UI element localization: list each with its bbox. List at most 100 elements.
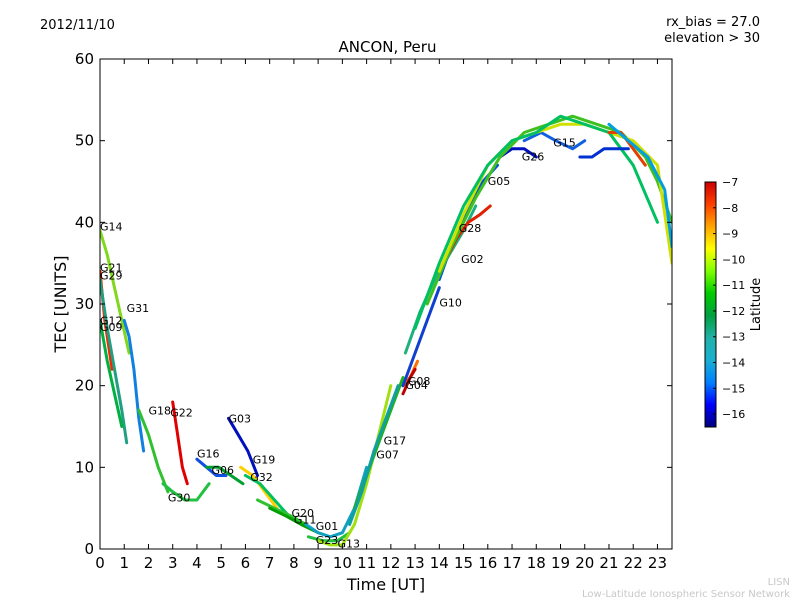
satellite-label: G08 [408, 375, 431, 388]
y-tick-label: 30 [75, 295, 94, 313]
satellite-label: G18 [148, 404, 171, 417]
series-line-g14 [100, 229, 131, 355]
series-line-g32 [243, 474, 291, 518]
satellite-label: G02 [461, 253, 484, 266]
elevation-label: elevation > 30 [664, 31, 760, 46]
credit-long: Low-Latitude Ionospheric Sensor Network [582, 589, 790, 600]
credit-short: LISN [767, 577, 790, 588]
series-line-g03 [227, 416, 259, 477]
x-tick-label: 16 [478, 554, 497, 572]
satellite-label: G19 [253, 453, 276, 466]
y-tick-label: 20 [75, 377, 94, 395]
satellite-label: G10 [439, 296, 462, 309]
series-line-g29 [100, 278, 129, 445]
series-line-g06 [205, 465, 245, 486]
x-tick-label: 14 [430, 554, 449, 572]
series-line-g27 [578, 147, 630, 159]
satellite-label: G03 [228, 412, 251, 425]
x-tick-label: 18 [527, 554, 546, 572]
rx-bias-label: rx_bias = 27.0 [666, 15, 760, 30]
x-tick-label: 15 [454, 554, 473, 572]
x-tick-label: 10 [333, 554, 352, 572]
series-line-g12 [100, 318, 124, 428]
y-tick-label: 10 [75, 458, 94, 476]
colorbar-tick-label: −9 [722, 228, 738, 241]
colorbar-tick-label: −12 [722, 305, 745, 318]
series-line-g34 [607, 122, 672, 249]
satellite-label: G06 [211, 464, 234, 477]
x-tick-label: 5 [216, 554, 226, 572]
x-tick-label: 11 [357, 554, 376, 572]
x-tick-label: 7 [265, 554, 275, 572]
y-tick-label: 40 [75, 213, 94, 231]
x-tick-label: 9 [313, 554, 323, 572]
colorbar-tick-label: −10 [722, 253, 745, 266]
series-line-g22 [171, 400, 189, 486]
date-label: 2012/11/10 [40, 18, 115, 33]
satellite-label: G22 [170, 407, 193, 420]
satellite-label: G15 [553, 136, 576, 149]
satellite-label: G07 [376, 448, 399, 461]
series-line-g31 [122, 318, 146, 453]
x-tick-label: 6 [241, 554, 251, 572]
series-line-g15 [522, 131, 587, 151]
satellite-label: G30 [168, 492, 191, 505]
x-tick-label: 0 [95, 554, 105, 572]
x-tick-label: 17 [502, 554, 521, 572]
satellite-label: G11 [294, 514, 317, 527]
satellite-label: G20 [291, 507, 314, 520]
x-tick-label: 12 [381, 554, 400, 572]
colorbar-tick-label: −8 [722, 202, 738, 215]
x-axis-label: Time [UT] [346, 575, 425, 594]
colorbar-tick-label: −16 [722, 408, 745, 421]
y-tick-label: 50 [75, 132, 94, 150]
satellite-label: G13 [338, 537, 361, 550]
satellite-label: G32 [250, 471, 273, 484]
x-tick-label: 23 [648, 554, 667, 572]
colorbar-label: Latitude [749, 278, 764, 332]
chart-title: ANCON, Peru [338, 38, 437, 56]
colorbar-tick-label: −11 [722, 279, 745, 292]
series-line-g18 [137, 408, 170, 494]
series-line-g20 [256, 498, 308, 526]
x-tick-label: 1 [119, 554, 129, 572]
satellite-label: G04 [405, 379, 428, 392]
series-line-g04 [401, 367, 417, 396]
satellite-label: G29 [100, 270, 123, 283]
satellite-label: G28 [459, 222, 482, 235]
series-line-g07 [348, 384, 400, 526]
satellite-label: G21 [100, 261, 123, 274]
satellite-label: G01 [316, 520, 339, 533]
x-tick-label: 8 [289, 554, 299, 572]
satellite-label: G26 [522, 150, 545, 163]
colorbar-tick-label: −15 [722, 382, 745, 395]
x-tick-label: 22 [624, 554, 643, 572]
series-line-g25 [413, 114, 659, 330]
series-line-g09 [425, 114, 672, 306]
satellite-label: G31 [127, 302, 150, 315]
x-tick-label: 19 [551, 554, 570, 572]
colorbar-tick-label: −14 [722, 357, 745, 370]
x-tick-label: 20 [575, 554, 594, 572]
series-line-g10 [401, 286, 441, 388]
bias-info: rx_bias = 27.0 elevation > 30 [664, 15, 760, 47]
colorbar [704, 181, 717, 428]
x-tick-label: 4 [192, 554, 202, 572]
x-tick-label: 3 [168, 554, 178, 572]
colorbar-tick-label: −7 [722, 176, 738, 189]
satellite-label: G16 [197, 448, 220, 461]
y-tick-label: 60 [75, 50, 94, 68]
satellite-label: G05 [488, 175, 511, 188]
x-tick-label: 13 [406, 554, 425, 572]
y-axis-label: TEC [UNITS] [51, 256, 70, 354]
y-tick-label: 0 [84, 540, 94, 558]
series-line-g23 [306, 531, 352, 543]
colorbar-tick-label: −13 [722, 331, 745, 344]
x-tick-label: 2 [144, 554, 154, 572]
series-line-g30 [161, 482, 211, 502]
satellite-label: G12 [100, 314, 123, 327]
satellite-label: G09 [100, 321, 123, 334]
satellite-label: G17 [384, 434, 407, 447]
satellite-label: G14 [100, 221, 123, 234]
